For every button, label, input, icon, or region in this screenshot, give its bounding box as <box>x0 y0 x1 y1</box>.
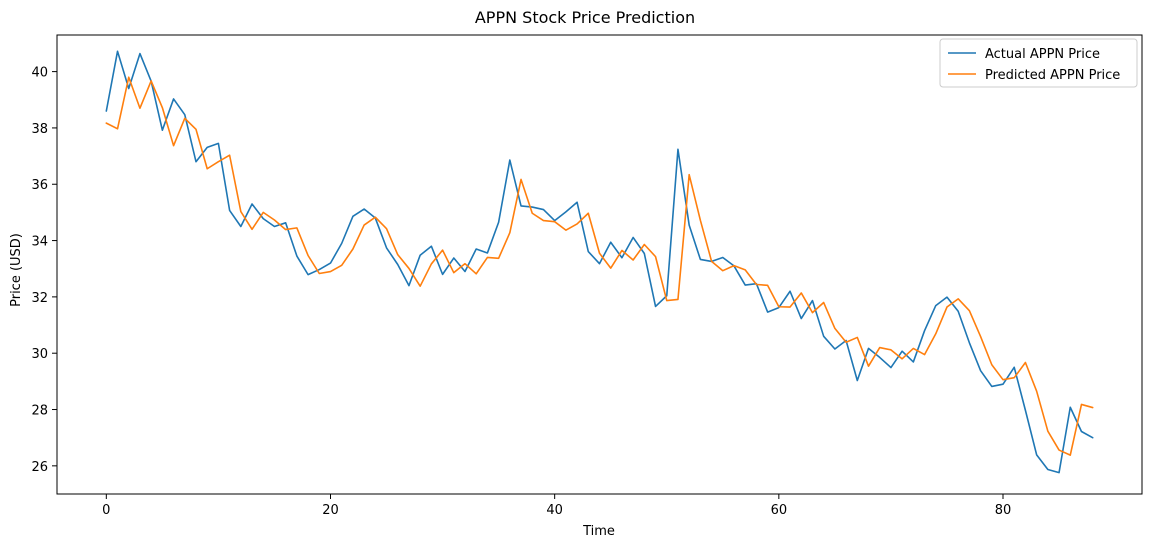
x-axis: 0 20 40 60 80 <box>102 494 1011 518</box>
x-tick-label: 80 <box>995 503 1012 518</box>
plot-frame <box>56 34 1143 495</box>
x-axis-label: Time <box>582 524 615 539</box>
legend: Actual APPN Price Predicted APPN Price <box>939 38 1138 88</box>
legend-label: Actual APPN Price <box>985 47 1100 62</box>
x-tick-label: 60 <box>771 503 788 518</box>
x-tick-label: 40 <box>546 503 563 518</box>
series-line-actual <box>105 50 1094 474</box>
y-tick-label: 36 <box>31 178 48 193</box>
y-axis-label: Price (USD) <box>9 233 24 307</box>
chart-title: APPN Stock Price Prediction <box>475 8 695 27</box>
y-tick-label: 26 <box>31 460 48 475</box>
y-tick-label: 28 <box>31 404 48 419</box>
y-axis: 26 28 30 32 34 36 38 40 <box>31 66 57 475</box>
plot-area <box>105 50 1094 474</box>
y-tick-label: 38 <box>31 122 48 137</box>
legend-box <box>939 38 1138 88</box>
y-tick-label: 32 <box>31 291 48 306</box>
legend-label: Predicted APPN Price <box>985 68 1120 83</box>
y-tick-label: 40 <box>31 66 48 81</box>
y-tick-label: 34 <box>31 235 48 250</box>
series-line-predicted <box>105 76 1094 456</box>
y-tick-label: 30 <box>31 347 48 362</box>
x-tick-label: 0 <box>102 503 110 518</box>
x-tick-label: 20 <box>322 503 339 518</box>
